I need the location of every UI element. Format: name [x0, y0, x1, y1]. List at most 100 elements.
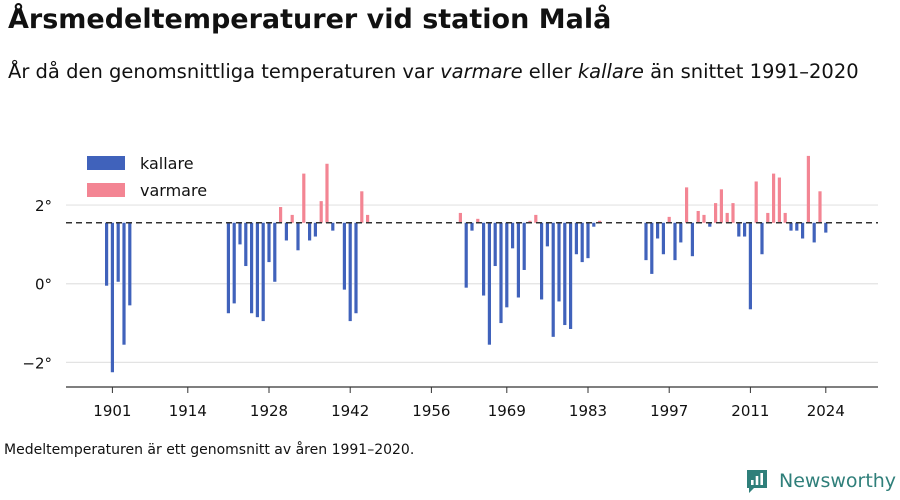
- bar-warmer-1930: [279, 207, 283, 223]
- x-tick-label: 2024: [807, 402, 845, 420]
- bar-colder-1924: [244, 222, 248, 267]
- chart-subtitle: År då den genomsnittliga temperaturen va…: [8, 56, 868, 87]
- bar-colder-1983: [586, 222, 590, 259]
- bar-colder-1993: [644, 222, 648, 261]
- bar-colder-1981: [574, 222, 578, 255]
- subtitle-part1: År då den genomsnittliga temperaturen va…: [8, 60, 441, 83]
- bar-colder-1996: [661, 222, 665, 255]
- bar-warmer-1974: [534, 214, 538, 223]
- grid-lines: [66, 204, 878, 363]
- bar-colder-1904: [128, 222, 132, 306]
- bar-colder-1965: [482, 222, 486, 296]
- bar-warmer-2002: [696, 210, 700, 223]
- x-tick-label: 1969: [488, 402, 526, 420]
- bar-colder-2004: [708, 222, 712, 227]
- bar-colder-1966: [487, 222, 491, 345]
- bar-colder-2019: [795, 222, 799, 231]
- bar-warmer-1985: [598, 220, 602, 223]
- x-tick-label: 1901: [93, 402, 131, 420]
- bar-colder-1933: [296, 222, 300, 251]
- bar-warmer-2008: [731, 203, 735, 223]
- bar-colder-1900: [105, 222, 109, 286]
- bar-colder-2024: [824, 222, 828, 233]
- bar-colder-1922: [232, 222, 236, 304]
- bar-warmer-1932: [290, 214, 294, 223]
- bar-warmer-1961: [458, 212, 462, 223]
- bar-colder-1968: [499, 222, 503, 324]
- bar-colder-1901: [110, 222, 114, 373]
- legend-label-colder: kallare: [140, 154, 194, 173]
- bar-colder-1921: [226, 222, 230, 314]
- bar-colder-1980: [569, 222, 573, 329]
- bar-warmer-2014: [766, 212, 770, 223]
- brand-logo[interactable]: Newsworthy: [745, 468, 896, 494]
- bar-colder-1979: [563, 222, 567, 326]
- temperature-bar-chart: −2° 0° 2° 1901 1914 1928 1942 1956 1969 1983 1997…: [22, 154, 878, 420]
- bar-colder-1936: [313, 222, 317, 237]
- bar-colder-1935: [308, 222, 312, 241]
- subtitle-part2: eller: [522, 60, 578, 83]
- x-tick-label: 1914: [169, 402, 207, 420]
- bar-warmer-1945: [366, 214, 370, 223]
- bar-colder-1969: [505, 222, 509, 308]
- brand-name: Newsworthy: [779, 470, 897, 492]
- y-axis-ticks: −2° 0° 2°: [22, 197, 52, 372]
- bar-colder-1928: [267, 222, 271, 263]
- bar-colder-1999: [679, 222, 683, 243]
- bar-colder-1925: [250, 222, 254, 314]
- bar-colder-2010: [743, 222, 747, 237]
- bar-warmer-1997: [667, 216, 671, 223]
- subtitle-cold-word: kallare: [577, 60, 644, 83]
- y-tick-label: 2°: [35, 197, 52, 215]
- chart-title: Årsmedeltemperaturer vid station Malå: [8, 4, 612, 35]
- bar-colder-1995: [656, 222, 660, 239]
- y-tick-label: 0°: [35, 276, 52, 294]
- x-tick-label: 1928: [250, 402, 288, 420]
- bar-colder-1903: [122, 222, 126, 345]
- legend-swatch-colder: [87, 156, 125, 170]
- bar-warmer-1938: [325, 163, 329, 223]
- x-tick-label: 1997: [650, 402, 688, 420]
- bar-colder-1962: [464, 222, 468, 288]
- bar-colder-1923: [238, 222, 242, 245]
- bar-colder-1982: [580, 222, 584, 263]
- bar-warmer-1934: [302, 173, 306, 223]
- bar-colder-2013: [760, 222, 764, 255]
- bar-colder-1975: [540, 222, 544, 300]
- bar-colder-1931: [284, 222, 288, 241]
- bar-colder-1943: [354, 222, 358, 314]
- bar-warmer-2015: [772, 173, 776, 223]
- bar-colder-1927: [261, 222, 265, 322]
- bar-colder-1929: [273, 222, 277, 282]
- bar-colder-1972: [522, 222, 526, 270]
- bar-warmer-1964: [476, 218, 480, 223]
- legend: kallare varmare: [87, 154, 207, 200]
- x-tick-label: 1942: [331, 402, 369, 420]
- bar-colder-2022: [812, 222, 816, 243]
- bar-warmer-2023: [818, 191, 822, 223]
- bar-warmer-1973: [528, 220, 532, 223]
- bar-colder-1942: [348, 222, 352, 322]
- bar-warmer-2006: [719, 189, 723, 223]
- bar-colder-2011: [748, 222, 752, 310]
- x-axis-ticks: 1901 1914 1928 1942 1956 1969 1983 1997 2011 2024: [93, 387, 845, 420]
- bar-warmer-2005: [714, 203, 718, 223]
- bar-warmer-2021: [806, 155, 810, 223]
- bar-colder-2020: [801, 222, 805, 239]
- bar-warmer-2000: [685, 187, 689, 223]
- bar-colder-1941: [342, 222, 346, 290]
- bar-colder-2018: [789, 222, 793, 231]
- legend-label-warmer: varmare: [140, 181, 207, 200]
- x-tick-label: 1983: [569, 402, 607, 420]
- bar-warmer-1937: [319, 201, 323, 223]
- legend-swatch-warmer: [87, 183, 125, 197]
- bar-colder-1926: [255, 222, 259, 318]
- bar-colder-1970: [511, 222, 515, 249]
- newsworthy-logo-icon: [747, 470, 767, 493]
- bar-colder-1976: [545, 222, 549, 247]
- subtitle-part3: än snittet 1991–2020: [643, 60, 859, 83]
- bar-colder-1902: [116, 222, 120, 282]
- bar-colder-1994: [650, 222, 654, 274]
- bar-warmer-1944: [360, 191, 364, 223]
- bar-warmer-2016: [777, 177, 781, 223]
